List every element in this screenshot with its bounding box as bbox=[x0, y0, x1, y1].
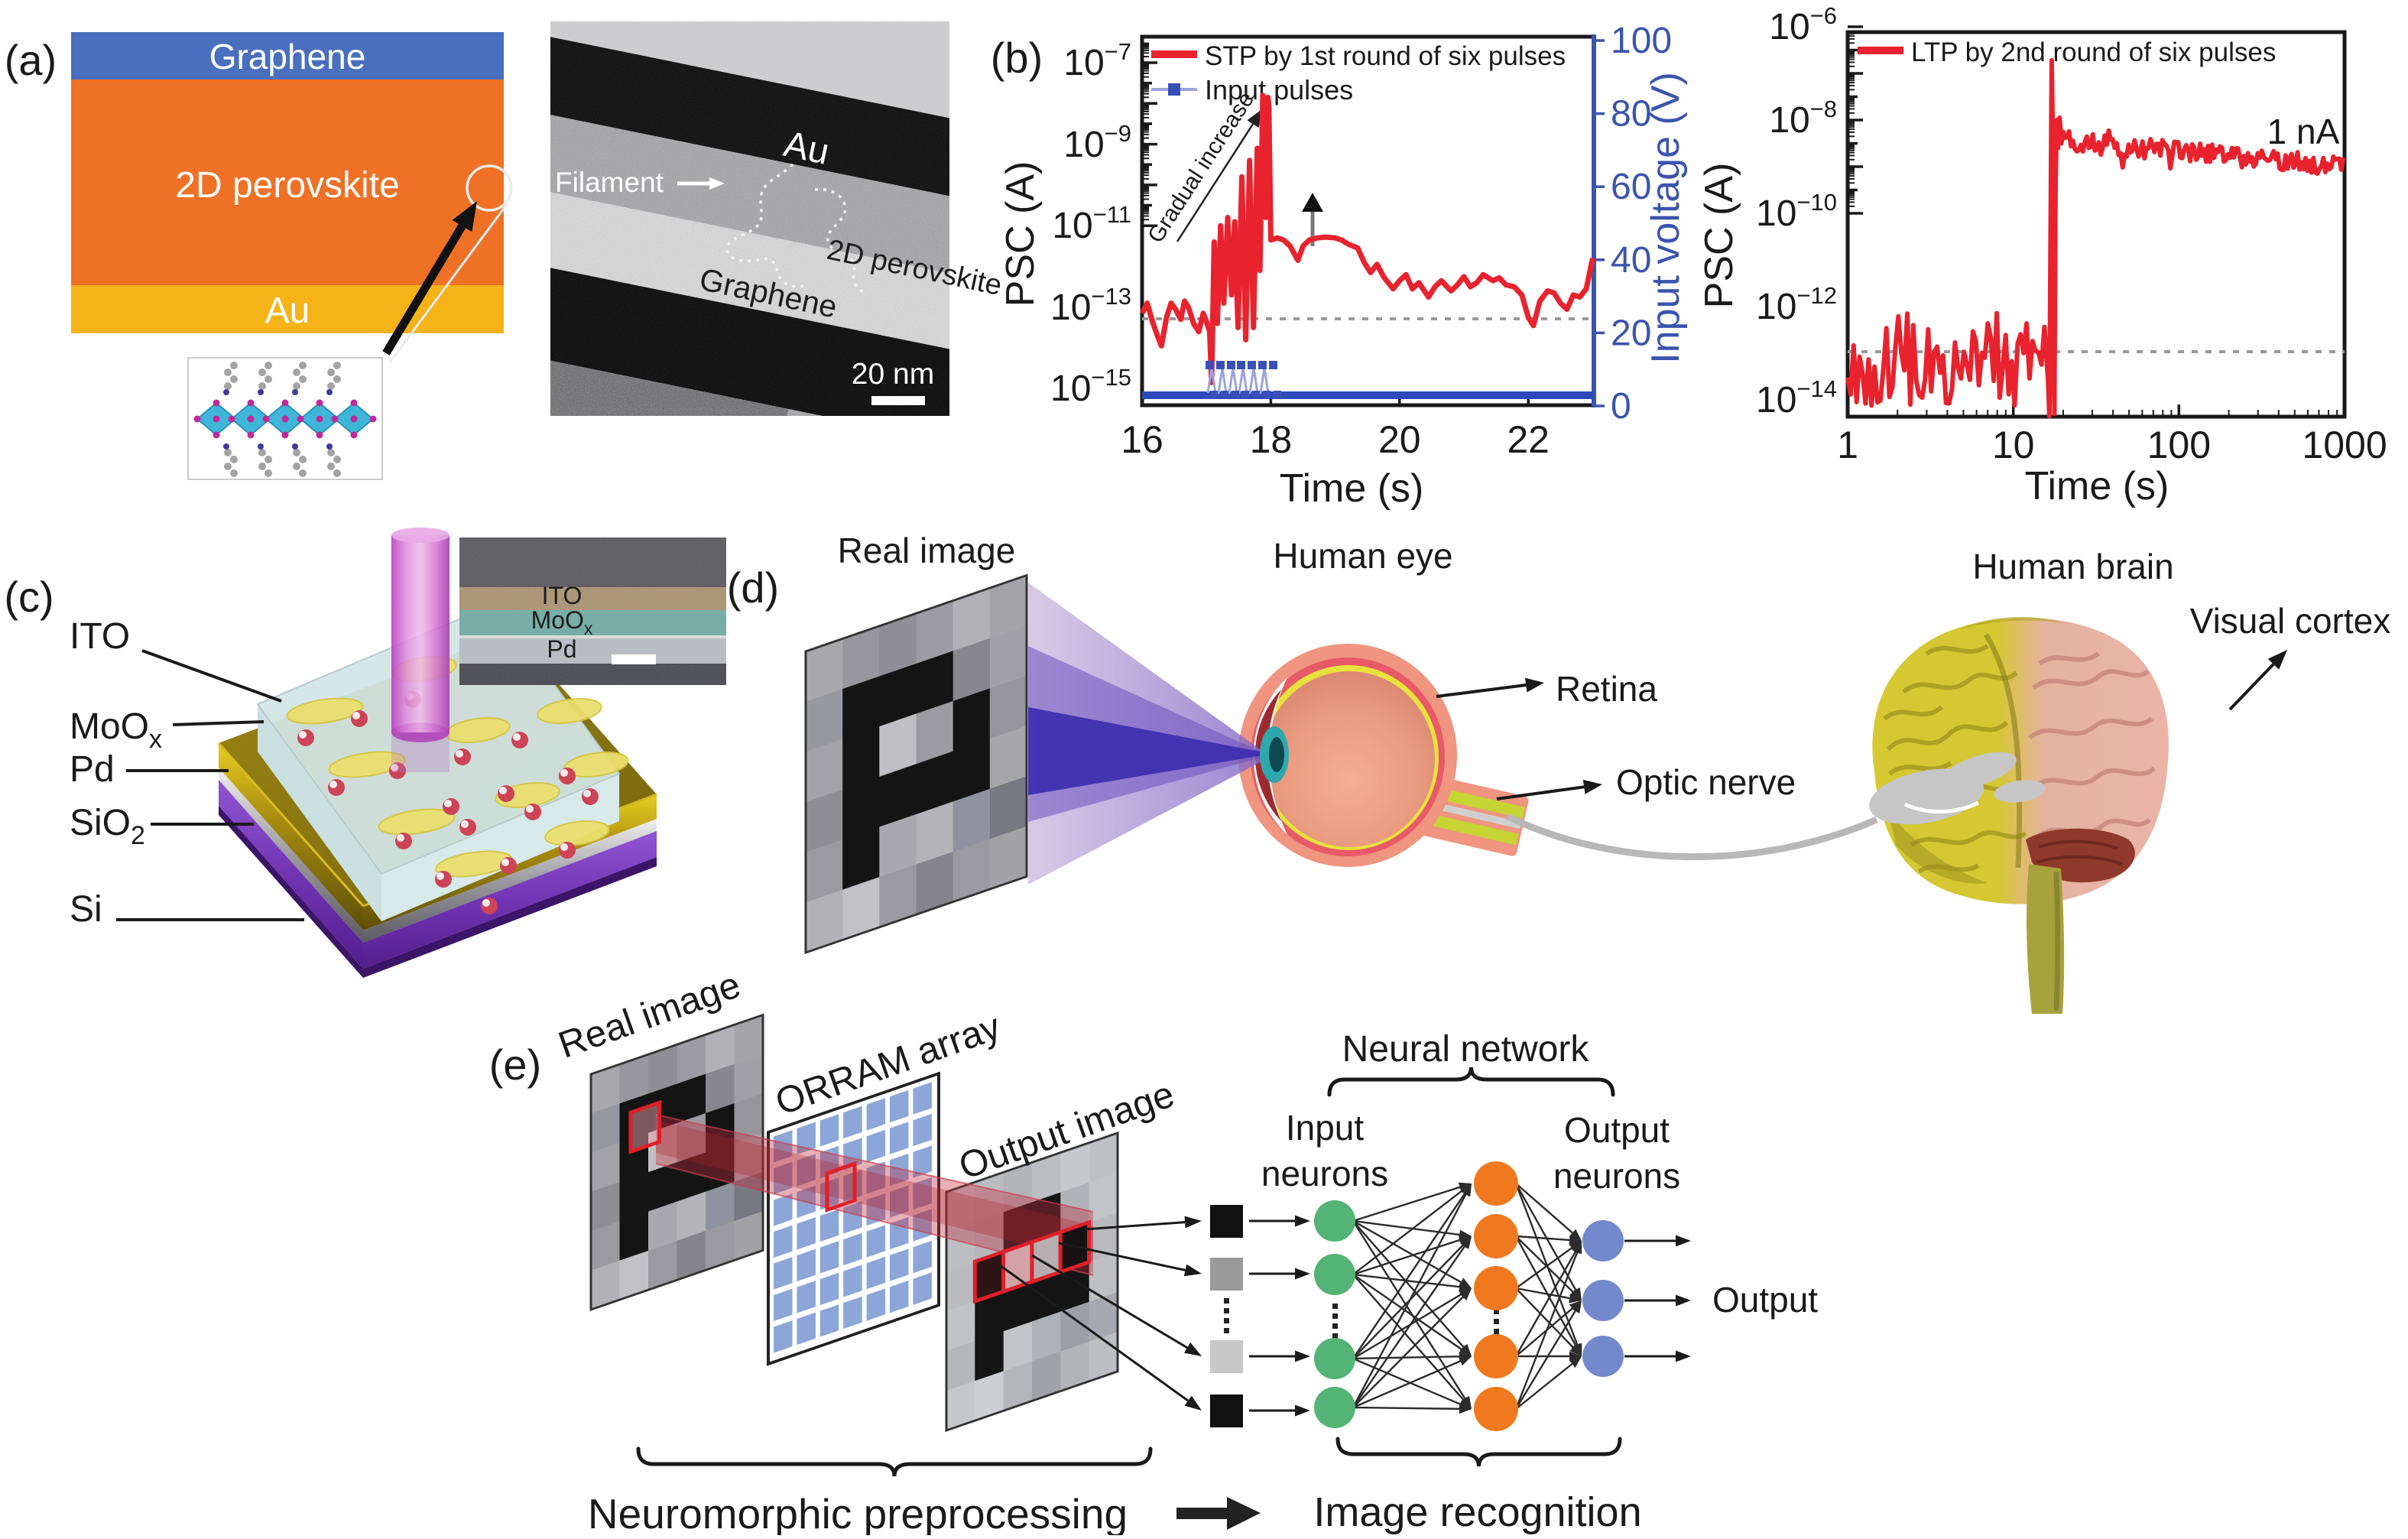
svg-text:22: 22 bbox=[1507, 418, 1550, 461]
svg-text:10−6: 10−6 bbox=[1769, 2, 1837, 47]
svg-text:(a): (a) bbox=[5, 36, 57, 84]
svg-text:Time (s): Time (s) bbox=[2025, 464, 2169, 508]
svg-text:10−7: 10−7 bbox=[1063, 38, 1131, 83]
svg-text:1000: 1000 bbox=[2302, 424, 2387, 466]
svg-text:0: 0 bbox=[1611, 386, 1631, 427]
svg-text:Human eye: Human eye bbox=[1273, 536, 1452, 576]
svg-text:100: 100 bbox=[2147, 424, 2211, 466]
svg-text:Pd: Pd bbox=[70, 749, 115, 790]
svg-text:MoOx: MoOx bbox=[70, 706, 162, 754]
svg-text:16: 16 bbox=[1121, 418, 1163, 461]
svg-text:Time (s): Time (s) bbox=[1280, 466, 1424, 511]
svg-text:Human brain: Human brain bbox=[1972, 547, 2173, 586]
svg-text:Au: Au bbox=[780, 124, 832, 173]
svg-text:20: 20 bbox=[1611, 313, 1651, 353]
svg-text:60: 60 bbox=[1611, 167, 1651, 207]
svg-text:Pd: Pd bbox=[547, 635, 576, 663]
svg-text:40: 40 bbox=[1611, 240, 1651, 281]
svg-text:100: 100 bbox=[1611, 21, 1672, 61]
svg-text:Neuromorphic preprocessing: Neuromorphic preprocessing bbox=[588, 1490, 1128, 1535]
svg-text:Si: Si bbox=[70, 889, 102, 930]
svg-text:LTP by 2nd round of six pulses: LTP by 2nd round of six pulses bbox=[1911, 37, 2276, 67]
svg-text:1 nA: 1 nA bbox=[2267, 112, 2340, 151]
svg-text:ITO: ITO bbox=[70, 616, 130, 657]
svg-text:Au: Au bbox=[265, 291, 310, 331]
svg-text:MoOx: MoOx bbox=[531, 606, 593, 638]
svg-text:Input: Input bbox=[1286, 1108, 1365, 1148]
svg-text:Visual cortex: Visual cortex bbox=[2190, 601, 2391, 641]
svg-text:10: 10 bbox=[1992, 424, 2035, 466]
svg-text:Input voltage (V): Input voltage (V) bbox=[1644, 72, 1688, 364]
svg-text:(d): (d) bbox=[727, 563, 779, 612]
svg-text:Filament: Filament bbox=[555, 167, 664, 198]
svg-text:PSC (A): PSC (A) bbox=[1697, 163, 1741, 309]
svg-text:SiO2: SiO2 bbox=[70, 803, 145, 850]
svg-text:PSC (A): PSC (A) bbox=[998, 161, 1043, 307]
svg-text:20 nm: 20 nm bbox=[852, 358, 934, 391]
svg-text:Retina: Retina bbox=[1556, 669, 1657, 709]
svg-text:Optic nerve: Optic nerve bbox=[1616, 762, 1796, 802]
svg-text:2D perovskite: 2D perovskite bbox=[175, 165, 399, 206]
svg-text:20: 20 bbox=[1378, 418, 1421, 461]
svg-text:(c): (c) bbox=[4, 573, 54, 621]
svg-text:(e): (e) bbox=[489, 1041, 541, 1089]
svg-text:Image recognition: Image recognition bbox=[1313, 1489, 1641, 1535]
svg-text:Output: Output bbox=[1712, 1280, 1818, 1320]
svg-text:STP by 1st round of six pulses: STP by 1st round of six pulses bbox=[1205, 41, 1566, 71]
svg-text:ITO: ITO bbox=[542, 582, 583, 609]
svg-text:neurons: neurons bbox=[1553, 1156, 1680, 1196]
svg-text:Neural network: Neural network bbox=[1342, 1029, 1590, 1070]
svg-text:18: 18 bbox=[1250, 418, 1293, 461]
svg-text:10−8: 10−8 bbox=[1769, 96, 1837, 141]
svg-text:1: 1 bbox=[1837, 424, 1858, 466]
svg-text:Input pulses: Input pulses bbox=[1205, 74, 1353, 106]
svg-text:80: 80 bbox=[1611, 94, 1651, 135]
svg-text:neurons: neurons bbox=[1261, 1154, 1388, 1193]
svg-text:(b): (b) bbox=[991, 34, 1043, 82]
svg-text:Graphene: Graphene bbox=[209, 37, 366, 76]
svg-text:10−14: 10−14 bbox=[1756, 375, 1837, 420]
svg-text:Output: Output bbox=[1564, 1110, 1670, 1150]
svg-text:Real image: Real image bbox=[838, 531, 1016, 570]
